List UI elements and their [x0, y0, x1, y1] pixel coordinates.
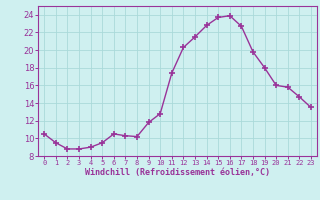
X-axis label: Windchill (Refroidissement éolien,°C): Windchill (Refroidissement éolien,°C) — [85, 168, 270, 177]
